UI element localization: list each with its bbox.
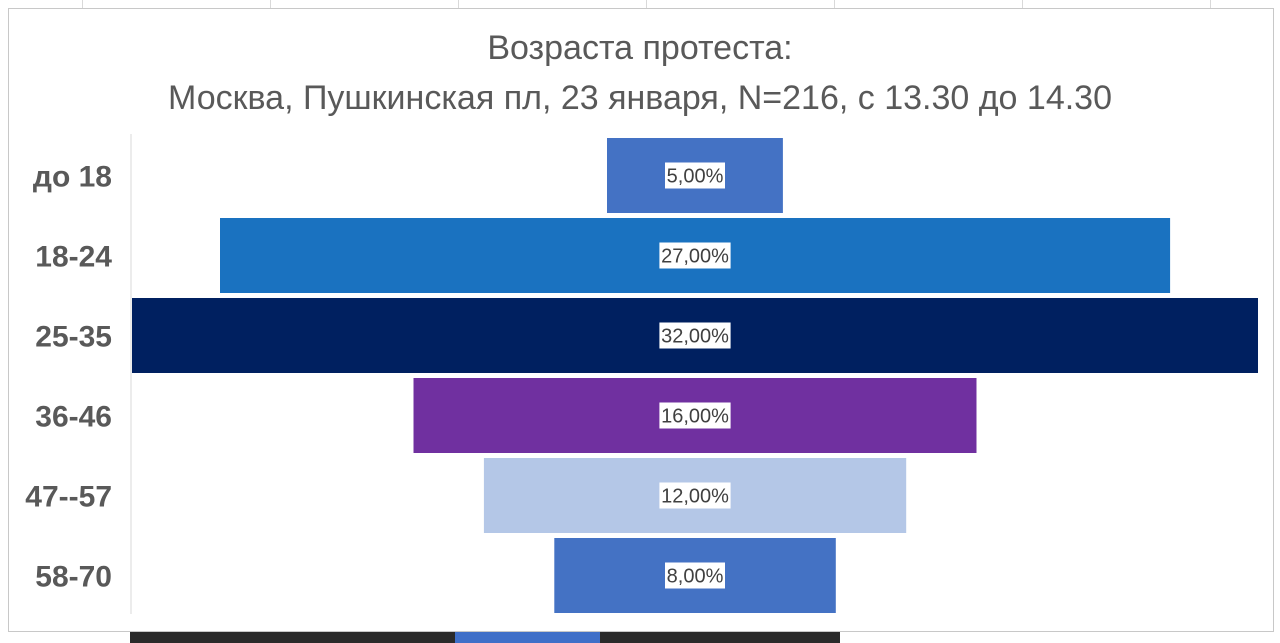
chart-title-line-1: Возраста протеста: bbox=[487, 29, 793, 67]
data-label-3: 32,00% bbox=[661, 326, 729, 348]
category-label-2: 18-24 bbox=[35, 241, 112, 274]
data-label-6: 8,00% bbox=[667, 566, 724, 588]
spreadsheet-row-strip bbox=[0, 632, 1280, 643]
data-label-box-4 bbox=[659, 402, 731, 429]
category-label-6: 58-70 bbox=[35, 561, 112, 594]
category-label-1: до 18 bbox=[33, 161, 112, 194]
category-label-4: 36-46 bbox=[35, 401, 112, 434]
background-cell-blue bbox=[455, 632, 600, 643]
data-label-box-2 bbox=[659, 242, 731, 269]
data-label-box-1 bbox=[665, 162, 725, 189]
data-label-4: 16,00% bbox=[661, 406, 729, 428]
category-label-3: 25-35 bbox=[35, 321, 112, 354]
data-labels-group: 5,00% 27,00% 32,00% 16,00% 12,00% 8,00% bbox=[659, 162, 731, 589]
data-label-5: 12,00% bbox=[661, 486, 729, 508]
data-label-box-3 bbox=[659, 322, 731, 349]
category-label-5: 47--57 bbox=[25, 481, 112, 514]
data-label-1: 5,00% bbox=[667, 166, 724, 188]
data-label-box-5 bbox=[659, 482, 731, 509]
data-label-2: 27,00% bbox=[661, 246, 729, 268]
data-label-box-6 bbox=[665, 562, 725, 589]
chart-title-line-2: Москва, Пушкинская пл, 23 января, N=216,… bbox=[167, 79, 1112, 117]
category-labels-group: до 18 18-24 25-35 36-46 47--57 58-70 bbox=[25, 161, 112, 594]
bars-group bbox=[132, 138, 1258, 613]
